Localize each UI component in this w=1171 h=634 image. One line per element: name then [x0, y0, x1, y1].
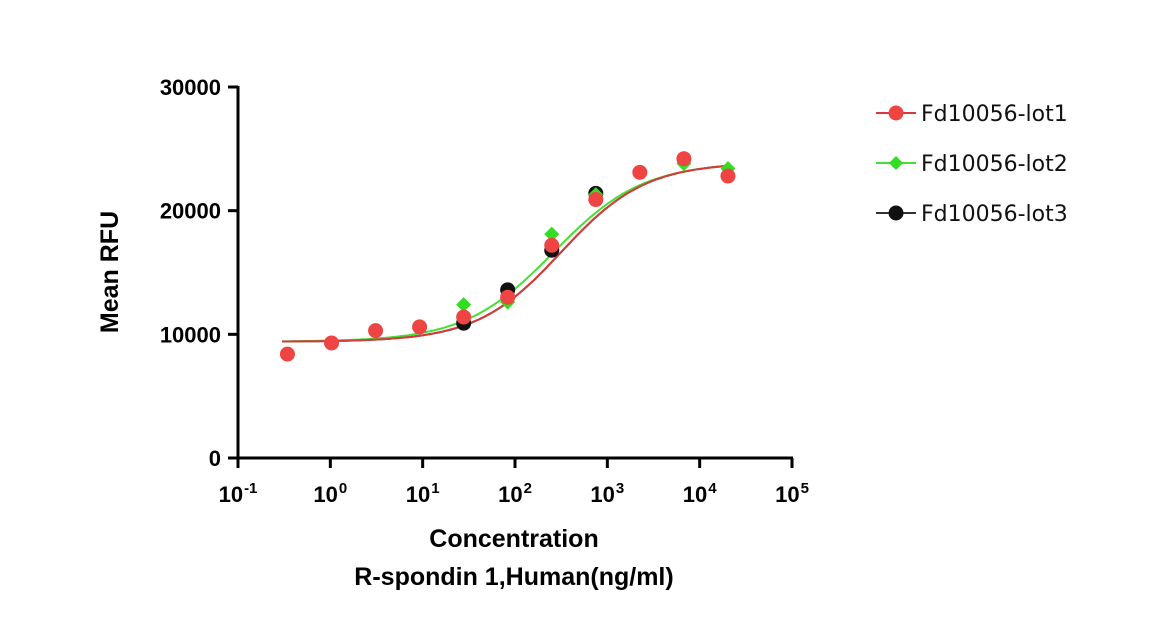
data-point	[456, 297, 472, 313]
legend-label: Fd10056-lot2	[921, 152, 1068, 177]
data-point	[544, 226, 560, 242]
legend-item-Fd10056-lot2: Fd10056-lot2	[876, 152, 1068, 177]
y-tick-label: 20000	[160, 199, 221, 224]
legend-item-Fd10056-lot1: Fd10056-lot1	[876, 102, 1068, 127]
data-points	[279, 151, 736, 362]
plot-area	[279, 151, 736, 362]
legend-label: Fd10056-lot3	[921, 202, 1068, 227]
legend-marker	[888, 205, 904, 221]
data-point	[368, 323, 384, 339]
data-point	[632, 164, 648, 180]
x-tick-label: 102	[498, 480, 532, 507]
y-tick-label: 0	[209, 446, 221, 471]
x-ticks: 10-1 100 101 102 103 104 105	[219, 458, 809, 507]
y-tick-label: 30000	[160, 75, 221, 100]
x-axis-subtitle: R-spondin 1,Human(ng/ml)	[354, 563, 673, 591]
legend: Fd10056-lot1 Fd10056-lot2 Fd10056-lot3	[876, 102, 1068, 227]
x-tick-label: 10-1	[219, 480, 258, 507]
data-point	[324, 335, 340, 351]
x-tick-label: 103	[590, 480, 624, 507]
legend-marker	[889, 156, 903, 170]
data-point	[412, 319, 428, 335]
data-point	[500, 289, 516, 305]
x-tick-label: 100	[313, 480, 347, 507]
data-point	[676, 151, 692, 167]
legend-item-Fd10056-lot3: Fd10056-lot3	[876, 202, 1068, 227]
data-point	[588, 192, 604, 208]
y-tick-label: 10000	[160, 322, 221, 347]
y-axis: 0 10000 20000 30000	[160, 75, 240, 471]
fit-curve-Fd10056-lot1	[282, 164, 728, 343]
x-tick-label: 101	[406, 480, 440, 507]
legend-marker	[888, 105, 904, 121]
y-axis-title: Mean RFU	[96, 211, 124, 333]
fit-curve-Fd10056-lot2	[282, 165, 728, 343]
data-point	[544, 237, 560, 253]
data-point	[279, 346, 295, 362]
x-tick-label: 104	[683, 480, 717, 507]
legend-label: Fd10056-lot1	[921, 102, 1068, 127]
x-axis-title: Concentration	[429, 525, 598, 553]
x-axis: 10-1 100 101 102 103 104 105	[219, 456, 809, 507]
y-ticks: 0 10000 20000 30000	[160, 75, 238, 471]
fit-curve-Fd10056-lot3	[282, 164, 728, 343]
data-point	[456, 309, 472, 325]
x-tick-label: 105	[775, 480, 809, 507]
fit-curves	[282, 164, 728, 343]
data-point	[720, 168, 736, 184]
